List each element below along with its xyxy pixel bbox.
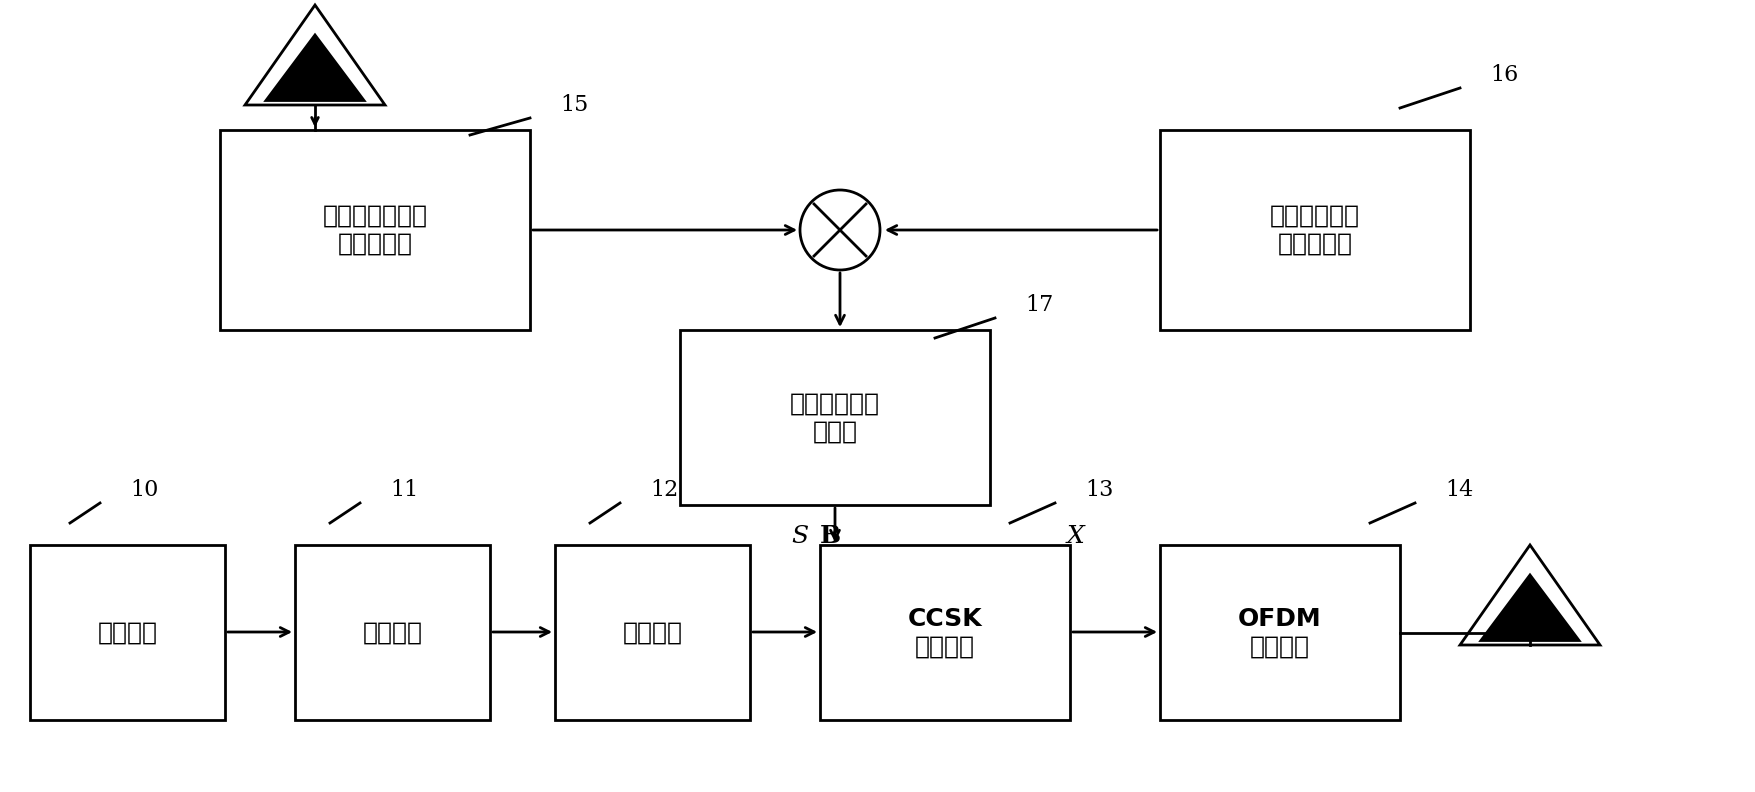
- Bar: [1160, 545, 1399, 720]
- Bar: [30, 545, 225, 720]
- Text: 组帧单元: 组帧单元: [621, 620, 683, 645]
- Text: 15: 15: [560, 94, 588, 116]
- Text: 频域基函数产
生单元: 频域基函数产 生单元: [790, 391, 879, 444]
- Text: 10: 10: [130, 479, 158, 501]
- Text: 14: 14: [1444, 479, 1472, 501]
- Text: 13: 13: [1085, 479, 1113, 501]
- Bar: [295, 545, 490, 720]
- Text: OFDM
发送单元: OFDM 发送单元: [1237, 607, 1322, 658]
- Bar: [1160, 130, 1469, 330]
- Text: 空闲频谱标记向
量产生单元: 空闲频谱标记向 量产生单元: [323, 204, 426, 256]
- Text: CCSK
调制单元: CCSK 调制单元: [907, 607, 981, 658]
- Polygon shape: [1479, 575, 1578, 641]
- Text: 11: 11: [390, 479, 418, 501]
- Bar: [555, 545, 749, 720]
- Text: B: B: [820, 524, 841, 548]
- Text: 17: 17: [1025, 294, 1053, 316]
- Text: 交织单元: 交织单元: [362, 620, 423, 645]
- Text: S: S: [792, 525, 807, 548]
- Polygon shape: [265, 35, 363, 101]
- Text: X: X: [1065, 525, 1083, 548]
- Bar: [820, 545, 1069, 720]
- Text: 编码单元: 编码单元: [98, 620, 158, 645]
- Bar: [219, 130, 530, 330]
- Bar: [679, 330, 990, 505]
- Text: 伪随机相位向
量产生单元: 伪随机相位向 量产生单元: [1269, 204, 1358, 256]
- Text: 12: 12: [649, 479, 677, 501]
- Text: 16: 16: [1490, 64, 1518, 86]
